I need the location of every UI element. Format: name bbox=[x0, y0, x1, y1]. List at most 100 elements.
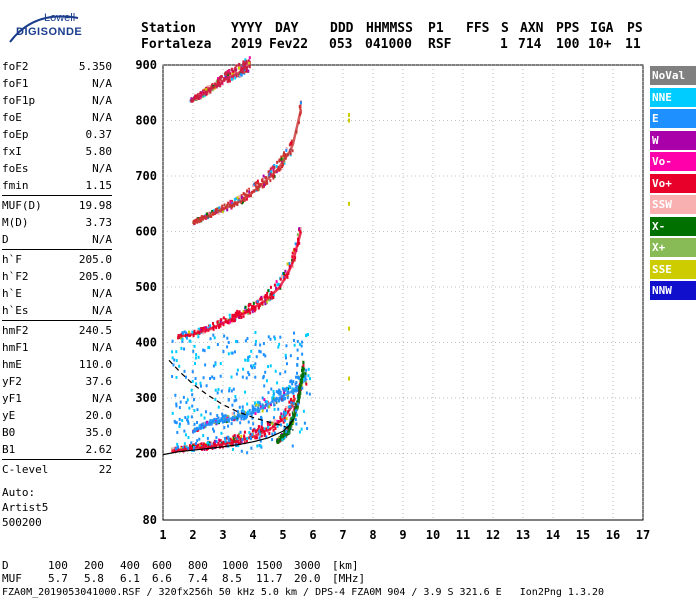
param-row: hmE 110.0 bbox=[2, 356, 112, 373]
echo-point bbox=[305, 368, 308, 372]
echo-point bbox=[235, 74, 238, 78]
echo-point bbox=[197, 355, 200, 359]
echo-point bbox=[225, 420, 228, 424]
echo-point bbox=[222, 350, 225, 354]
echo-point bbox=[284, 435, 287, 439]
legend-item-nnw: NNW bbox=[650, 281, 696, 300]
echo-point bbox=[237, 444, 240, 448]
echo-point bbox=[276, 390, 279, 394]
echo-point bbox=[260, 421, 263, 425]
echo-point bbox=[291, 411, 294, 415]
echo-point bbox=[263, 432, 266, 436]
echo-point bbox=[255, 300, 258, 304]
param-value: N/A bbox=[92, 94, 112, 107]
echo-point bbox=[302, 409, 305, 413]
echo-point bbox=[259, 432, 262, 436]
echo-point bbox=[197, 327, 200, 331]
echo-point bbox=[192, 349, 195, 353]
echo-point bbox=[262, 374, 265, 378]
echo-point bbox=[289, 354, 292, 358]
x-tick-label: 4 bbox=[249, 528, 256, 542]
echo-point bbox=[274, 337, 277, 341]
param-row: yF2 37.6 bbox=[2, 373, 112, 390]
legend-item-e: E bbox=[650, 109, 696, 128]
header-value-4: 041000 bbox=[365, 37, 412, 52]
echo-point bbox=[264, 182, 267, 186]
x-tick-label: 8 bbox=[369, 528, 376, 542]
echo-point bbox=[215, 440, 218, 444]
echo-point bbox=[242, 310, 245, 314]
x-tick-label: 16 bbox=[606, 528, 620, 542]
echo-point bbox=[192, 445, 195, 449]
echo-point bbox=[285, 148, 288, 152]
echo-point bbox=[251, 309, 254, 313]
isolated-echo-point bbox=[348, 201, 350, 206]
echo-point bbox=[239, 430, 242, 434]
echo-point bbox=[277, 399, 280, 403]
echo-point bbox=[204, 421, 207, 425]
param-value: N/A bbox=[92, 162, 112, 175]
echo-point bbox=[246, 437, 249, 441]
echo-point bbox=[200, 442, 203, 446]
echo-point bbox=[281, 438, 284, 442]
echo-point bbox=[242, 314, 245, 318]
echo-point bbox=[209, 337, 212, 341]
echo-point bbox=[195, 382, 198, 386]
echo-point bbox=[299, 227, 302, 231]
echo-point bbox=[288, 405, 291, 409]
echo-point bbox=[224, 439, 227, 443]
echo-point bbox=[221, 420, 224, 424]
param-row: foEp 0.37 bbox=[2, 126, 112, 143]
echo-point bbox=[174, 393, 177, 397]
legend-item-nne: NNE bbox=[650, 87, 696, 107]
echo-point bbox=[280, 412, 283, 416]
echo-point bbox=[295, 413, 298, 417]
echo-point bbox=[280, 423, 283, 427]
echo-point bbox=[243, 416, 246, 420]
echo-point bbox=[198, 437, 201, 441]
echo-point bbox=[294, 389, 297, 393]
header-value-2: Fev22 bbox=[269, 37, 309, 52]
echo-point bbox=[193, 409, 196, 413]
echo-point bbox=[243, 198, 246, 202]
param-row: foF1 N/A bbox=[2, 75, 112, 92]
echo-point bbox=[279, 277, 282, 281]
echo-point bbox=[219, 374, 222, 378]
echo-point bbox=[178, 364, 181, 368]
echo-point bbox=[207, 443, 210, 447]
param-row: fxI 5.80 bbox=[2, 143, 112, 160]
echo-point bbox=[273, 166, 276, 170]
echo-point bbox=[231, 412, 234, 416]
echo-point bbox=[290, 379, 293, 383]
echo-point bbox=[205, 212, 208, 216]
echo-point bbox=[253, 407, 256, 411]
echo-point bbox=[258, 304, 261, 308]
echo-point bbox=[304, 375, 307, 379]
echo-point bbox=[193, 344, 196, 348]
footer-row-label: MUF bbox=[2, 572, 22, 585]
echo-point bbox=[280, 165, 283, 169]
param-row: h`Es N/A bbox=[2, 302, 112, 319]
echo-point bbox=[308, 392, 311, 396]
echo-point bbox=[264, 370, 267, 374]
echo-point bbox=[250, 349, 253, 353]
echo-point bbox=[290, 397, 293, 401]
echo-point bbox=[259, 415, 262, 419]
echo-point bbox=[175, 447, 178, 451]
echo-point bbox=[234, 76, 237, 80]
echo-point bbox=[237, 198, 240, 202]
echo-point bbox=[272, 168, 275, 172]
echo-point bbox=[256, 188, 259, 192]
echo-point bbox=[235, 313, 238, 317]
echo-point bbox=[242, 367, 245, 371]
echo-point bbox=[245, 197, 248, 201]
echo-point bbox=[272, 389, 275, 393]
param-row: yF1 N/A bbox=[2, 390, 112, 407]
echo-point bbox=[297, 402, 300, 406]
x-tick-label: 12 bbox=[486, 528, 500, 542]
footer-cell: 7.4 bbox=[188, 572, 208, 585]
echo-point bbox=[268, 423, 271, 427]
echo-point bbox=[198, 220, 201, 224]
x-tick-label: 10 bbox=[426, 528, 440, 542]
param-divider bbox=[2, 320, 112, 321]
